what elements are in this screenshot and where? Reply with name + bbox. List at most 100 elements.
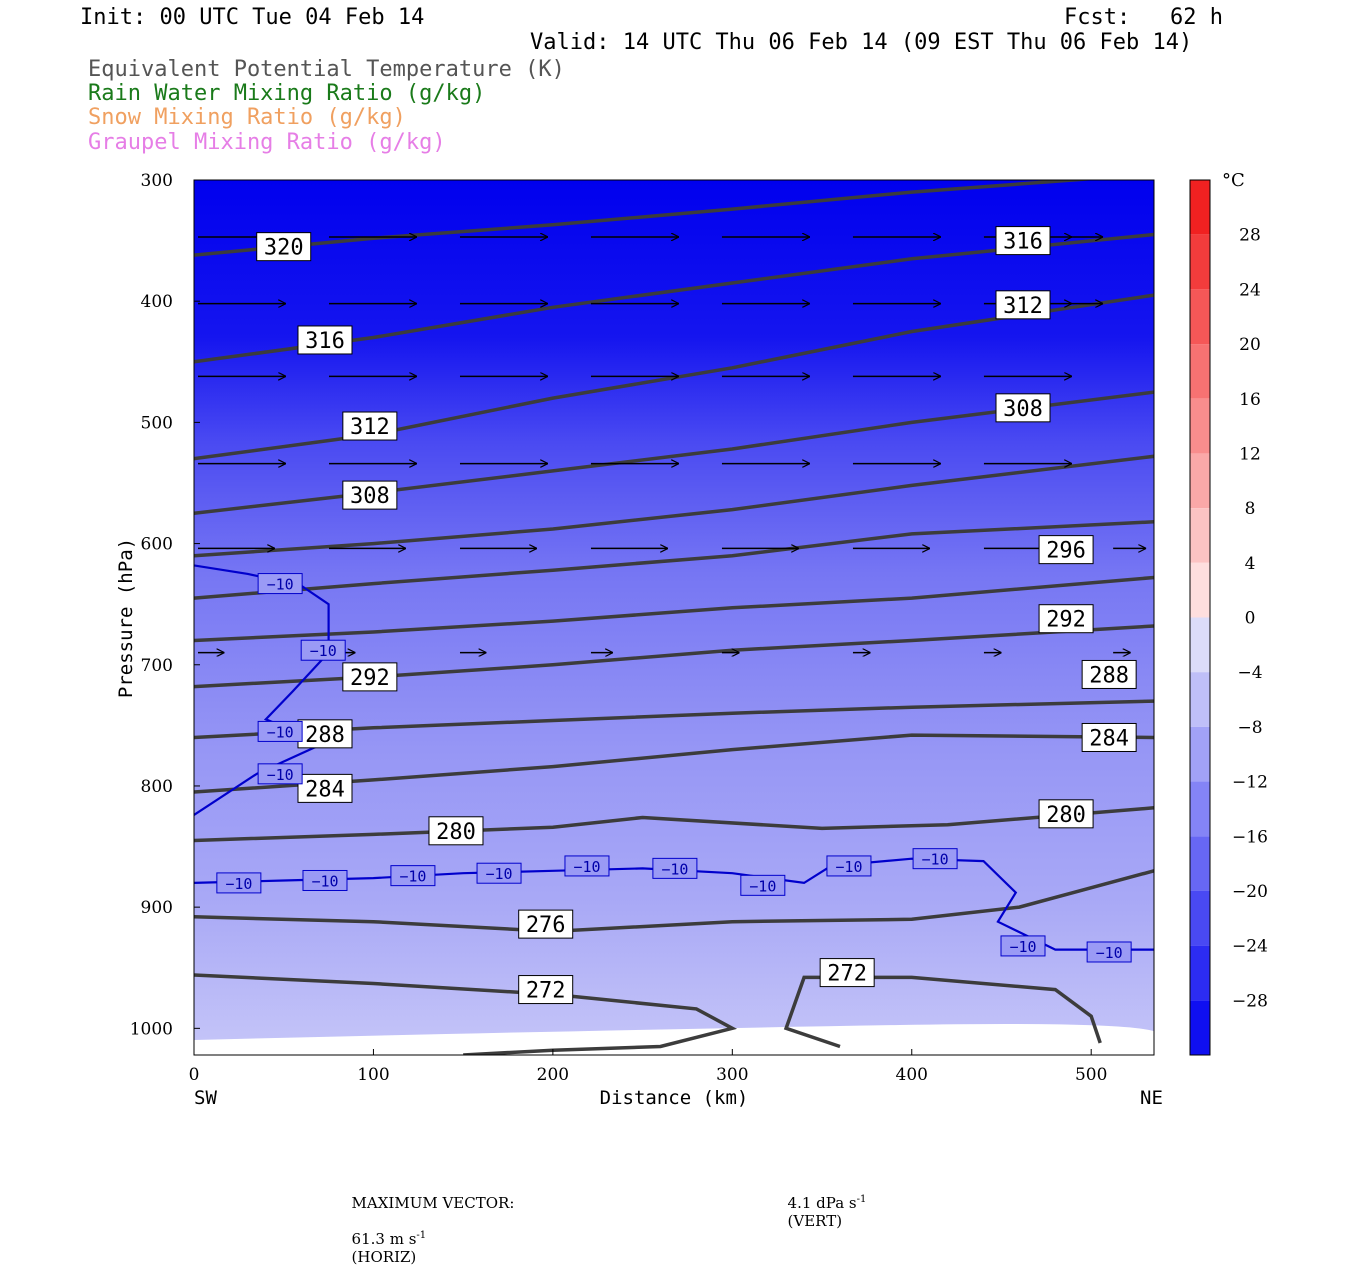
colorbar-swatch	[1190, 453, 1210, 509]
temp-label-box	[302, 869, 348, 891]
theta-e-label: 316	[1003, 230, 1043, 255]
theta-e-contour-320	[194, 180, 1097, 257]
x-tick-label: 100	[357, 1065, 389, 1085]
x-tick-label: 400	[896, 1065, 928, 1085]
horiz-unit: (HORIZ)	[351, 1248, 417, 1266]
theta-e-label: 272	[827, 962, 867, 987]
temp-label: −10	[573, 858, 600, 876]
cross-section-chart: 3203163123082922882842802762723163123082…	[115, 170, 1268, 1109]
theta-e-contour-272	[783, 975, 1102, 1049]
theta-e-label-box	[819, 958, 875, 988]
x-axis-label: Distance (km)	[600, 1087, 749, 1109]
colorbar-tick-label: −28	[1232, 991, 1268, 1011]
temp-label: −10	[1009, 938, 1036, 956]
init-time: Init: 00 UTC Tue 04 Feb 14	[80, 5, 425, 30]
y-axis-label: Pressure (hPa)	[115, 538, 137, 698]
temp-label-box	[300, 639, 346, 661]
colorbar-tick-label: −24	[1232, 937, 1268, 957]
theta-e-contour-300	[194, 520, 1154, 600]
temp-label: −10	[267, 576, 294, 594]
colorbar-swatch	[1190, 781, 1210, 837]
temp-label-box	[390, 865, 436, 887]
x-tick-label: 500	[1075, 1065, 1107, 1085]
theta-e-label-box	[518, 975, 574, 1005]
y-tick-label: 900	[141, 898, 173, 918]
theta-e-label: 288	[1089, 663, 1129, 688]
y-tick-label: 400	[141, 292, 173, 312]
theta-e-label-box	[1038, 604, 1094, 634]
colorbar-swatch	[1190, 726, 1210, 782]
temp-label: −10	[310, 642, 337, 660]
temp-label-box	[216, 872, 262, 894]
theta-e-label: 296	[1046, 539, 1086, 564]
temp-label: −10	[267, 723, 294, 741]
theta-e-label: 292	[350, 666, 390, 691]
colorbar-swatch	[1190, 234, 1210, 290]
theta-e-label-box	[1081, 722, 1137, 752]
temp-label-box	[257, 763, 303, 785]
theta-e-label: 272	[526, 979, 566, 1004]
colorbar-unit: °C	[1222, 170, 1245, 191]
plot-frame	[193, 179, 1155, 1056]
colorbar-tick-label: −16	[1232, 827, 1268, 847]
forecast-hour: Fcst: 62 h	[1064, 5, 1223, 30]
theta-e-contour-296	[194, 575, 1154, 643]
temp-label: −10	[922, 851, 949, 869]
y-tick-label: 500	[141, 413, 173, 433]
footer-vert-vector: 4.1 dPa s-1 (VERT)	[778, 1176, 867, 1230]
temp-label-box	[740, 874, 786, 896]
theta-e-label: 308	[1003, 397, 1043, 422]
colorbar-swatch	[1190, 836, 1210, 891]
colorbar-swatch	[1190, 562, 1210, 618]
theta-e-contour-304	[194, 454, 1154, 558]
temp-label: −10	[661, 860, 688, 878]
theta-e-label: 280	[436, 820, 476, 845]
theta-e-contour-280	[194, 806, 1154, 843]
temp-label-box	[257, 720, 303, 742]
x-tick-label: 200	[537, 1065, 569, 1085]
colorbar-swatch	[1190, 890, 1210, 946]
y-axis: 300 400 500 600 700 800 900 1000	[130, 171, 200, 1039]
temp-label-box	[476, 862, 522, 884]
temp-label-box	[564, 855, 610, 877]
colorbar-tick-label: −4	[1237, 663, 1262, 683]
y-tick-label: 600	[141, 535, 173, 555]
theta-e-label-box	[297, 773, 353, 803]
horiz-exp: -1	[416, 1230, 427, 1241]
colorbar-swatch	[1190, 180, 1210, 235]
theta-e-label: 320	[264, 236, 304, 261]
colorbar-tick-label: −8	[1237, 718, 1262, 738]
x-tick-label: 0	[189, 1065, 200, 1085]
colorbar-swatch	[1190, 508, 1210, 563]
colorbar-swatch	[1190, 289, 1210, 345]
colorbar-tick-label: −12	[1232, 773, 1268, 793]
colorbar-tick-label: 28	[1239, 226, 1261, 246]
colorbar-tick-label: −20	[1232, 882, 1268, 902]
vert-value: 4.1 dPa s	[787, 1194, 857, 1212]
theta-e-label: 312	[350, 415, 390, 440]
colorbar-swatch	[1190, 672, 1210, 727]
theta-e-label-box	[342, 411, 398, 441]
colorbar-tick-label: 8	[1245, 499, 1256, 519]
theta-e-label: 312	[1003, 294, 1043, 319]
temp-label: −10	[749, 877, 776, 895]
colorbar-swatch	[1190, 945, 1210, 1001]
colorbar-swatch	[1190, 398, 1210, 454]
temp-label-box	[826, 855, 872, 877]
field-legend-2: Rain Water Mixing Ratio (g/kg)	[88, 81, 486, 106]
theta-e-label: 292	[1046, 608, 1086, 633]
colorbar-tick-label: 16	[1239, 390, 1261, 410]
theta-e-label-box	[995, 226, 1051, 256]
temp-label-box	[1000, 935, 1046, 957]
y-tick-label: 300	[141, 171, 173, 191]
theta-e-label-box	[297, 719, 353, 749]
colorbar-tick-label: 12	[1239, 444, 1261, 464]
colorbar-swatch	[1190, 617, 1210, 673]
theta-e-label-box	[995, 290, 1051, 320]
temp-label: −10	[225, 875, 252, 893]
theta-e-label: 280	[1046, 803, 1086, 828]
theta-e-label-box	[256, 232, 312, 262]
y-tick-label: 1000	[130, 1019, 173, 1039]
theta-e-label-box	[297, 325, 353, 355]
valid-time: Valid: 14 UTC Thu 06 Feb 14 (09 EST Thu …	[530, 30, 1193, 55]
